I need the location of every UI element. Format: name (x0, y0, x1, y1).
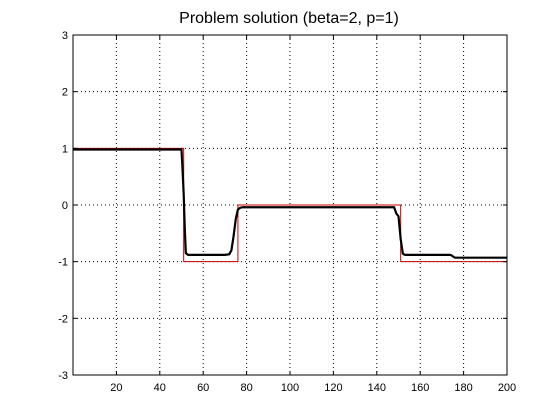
y-tick-label: -1 (58, 257, 68, 269)
chart-title: Problem solution (beta=2, p=1) (179, 10, 399, 27)
x-tick-label: 20 (110, 382, 122, 394)
series-line-red (73, 147, 507, 263)
x-tick-label: 100 (281, 382, 299, 394)
x-tick-label: 140 (368, 382, 386, 394)
y-tick-label: 2 (62, 87, 68, 99)
x-tick-label: 120 (324, 382, 342, 394)
x-tick-label: 40 (154, 382, 166, 394)
tick-marks (73, 34, 508, 376)
y-tick-label: -2 (58, 313, 68, 325)
series-layer (73, 147, 507, 263)
y-tick-label: 1 (62, 143, 68, 155)
y-tick-label: -3 (58, 370, 68, 382)
x-tick-label: 80 (240, 382, 252, 394)
x-tick-label: 200 (498, 382, 516, 394)
series-line-black (73, 148, 507, 259)
tick-labels: 20 40 60 80 100 120 140 160 180 200 -3 -2 -1 0 1 2 3 (58, 30, 516, 394)
x-tick-label: 60 (197, 382, 209, 394)
x-tick-label: 160 (411, 382, 429, 394)
y-tick-label: 0 (62, 200, 68, 212)
y-tick-label: 3 (62, 30, 68, 42)
grid-lines (73, 35, 507, 375)
x-tick-label: 180 (454, 382, 472, 394)
